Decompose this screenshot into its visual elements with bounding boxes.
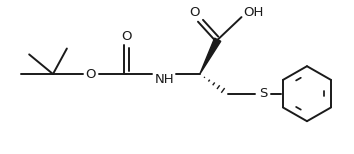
Text: S: S <box>259 87 268 100</box>
Text: NH: NH <box>154 73 174 86</box>
Text: OH: OH <box>243 6 264 19</box>
Text: O: O <box>190 6 200 19</box>
Text: O: O <box>121 30 132 43</box>
Polygon shape <box>200 38 221 74</box>
Text: O: O <box>85 68 96 81</box>
